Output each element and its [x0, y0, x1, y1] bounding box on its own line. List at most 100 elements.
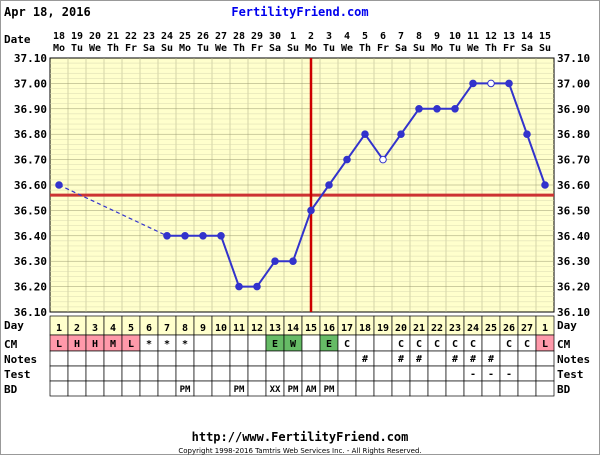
date-label: 27 — [215, 31, 227, 42]
date-label: 28 — [233, 31, 245, 42]
test-cell-bg — [319, 365, 339, 382]
weekday-label: Sa — [143, 43, 155, 54]
weekday-label: We — [341, 43, 353, 54]
day-row-label-left: Day — [4, 319, 24, 332]
weekday-label: Tu — [449, 43, 461, 54]
weekday-label: Sa — [269, 43, 281, 54]
test-cell: - — [470, 369, 476, 380]
notes-cell: # — [416, 354, 422, 365]
notes-cell: # — [488, 354, 494, 365]
plot-area: 36.10 36.10 36.20 36.20 36.30 36.30 36.40 36.40… — [14, 31, 590, 397]
bd-cell-bg — [67, 380, 87, 397]
footer-url[interactable]: http://www.FertilityFriend.com — [192, 430, 409, 444]
temp-point — [415, 105, 423, 113]
notes-row-label-left: Notes — [4, 353, 37, 366]
test-row-label-left: Test — [4, 368, 31, 381]
cm-cell: E — [326, 339, 332, 350]
temp-point — [433, 105, 441, 113]
cm-cell: E — [272, 339, 278, 350]
day-cell: 19 — [377, 323, 389, 334]
test-cell-bg — [139, 365, 159, 382]
test-cell-bg — [229, 365, 249, 382]
test-cell-bg — [283, 365, 303, 382]
weekday-label: Th — [359, 43, 371, 54]
bd-cell-bg — [355, 380, 375, 397]
y-tick-label-right: 37.10 — [557, 52, 590, 65]
test-cell-bg — [535, 365, 555, 382]
temp-point — [253, 282, 261, 291]
weekday-label: Mo — [431, 43, 443, 54]
date-label: 3 — [326, 31, 332, 42]
weekday-label: We — [215, 43, 227, 54]
temp-line-segment — [508, 83, 528, 135]
cm-cell-bg — [247, 334, 267, 352]
notes-cell: # — [452, 354, 458, 365]
cm-cell: L — [542, 339, 548, 350]
notes-cell-bg — [373, 350, 393, 367]
bd-cell-bg — [193, 380, 213, 397]
bd-cell-bg — [373, 380, 393, 397]
cm-cell: C — [416, 339, 422, 350]
test-cell-bg — [517, 365, 537, 382]
temp-point — [55, 181, 63, 189]
cm-row-label-right: CM — [557, 338, 571, 351]
y-tick-label-left: 36.60 — [14, 179, 47, 192]
date-label: 25 — [179, 31, 191, 42]
notes-cell-bg — [427, 350, 447, 367]
notes-cell-bg — [337, 350, 357, 367]
notes-cell-bg — [319, 350, 339, 367]
y-tick-label-right: 36.50 — [557, 204, 590, 217]
bd-cell-bg — [445, 380, 465, 397]
date-label: 11 — [467, 31, 479, 42]
weekday-label: Mo — [305, 43, 317, 54]
date-label: 2 — [308, 31, 314, 42]
temp-line-segment — [292, 210, 312, 262]
test-cell-bg — [121, 365, 141, 382]
weekday-label: We — [89, 43, 101, 54]
y-tick-label-left: 37.00 — [14, 77, 47, 90]
notes-cell-bg — [157, 350, 177, 367]
day-cell: 23 — [449, 323, 461, 334]
day-cell: 1 — [56, 323, 62, 334]
cm-cell: W — [290, 339, 297, 350]
date-label: 15 — [539, 31, 551, 42]
date-label: 20 — [89, 31, 101, 42]
date-label: 29 — [251, 31, 263, 42]
temp-point — [541, 181, 549, 189]
weekday-label: Tu — [323, 43, 335, 54]
bd-cell: PM — [324, 385, 335, 395]
temp-point — [235, 282, 243, 291]
y-tick-label-left: 37.10 — [14, 52, 47, 65]
bd-cell-bg — [535, 380, 555, 397]
temp-line-segment — [364, 133, 384, 161]
temp-point — [325, 181, 333, 189]
test-cell-bg — [391, 365, 411, 382]
weekday-label: Fr — [251, 43, 263, 54]
temp-point — [181, 232, 189, 240]
test-cell-bg — [67, 365, 87, 382]
test-cell-bg — [355, 365, 375, 382]
notes-cell-bg — [499, 350, 519, 367]
temp-line-segment — [454, 82, 474, 110]
notes-cell-bg — [193, 350, 213, 367]
y-tick-label-right: 36.20 — [557, 281, 590, 294]
notes-cell-bg — [229, 350, 249, 367]
cm-cell: C — [470, 339, 476, 350]
y-tick-label-left: 36.80 — [14, 128, 47, 141]
header-date: Apr 18, 2016 — [4, 5, 91, 19]
cm-row-label-left: CM — [4, 338, 18, 351]
bd-cell-bg — [121, 380, 141, 397]
temp-point — [523, 130, 531, 138]
cm-cell-bg — [481, 334, 501, 352]
notes-cell-bg — [247, 350, 267, 367]
header-site-link[interactable]: FertilityFriend.com — [231, 5, 368, 19]
weekday-label: Mo — [53, 43, 65, 54]
cm-cell-bg — [373, 334, 393, 352]
date-label: 7 — [398, 31, 404, 42]
notes-cell-bg — [139, 350, 159, 367]
test-cell: - — [506, 369, 512, 380]
day-cell: 25 — [485, 323, 497, 334]
date-label: 13 — [503, 31, 515, 42]
cm-cell-bg — [355, 334, 375, 352]
